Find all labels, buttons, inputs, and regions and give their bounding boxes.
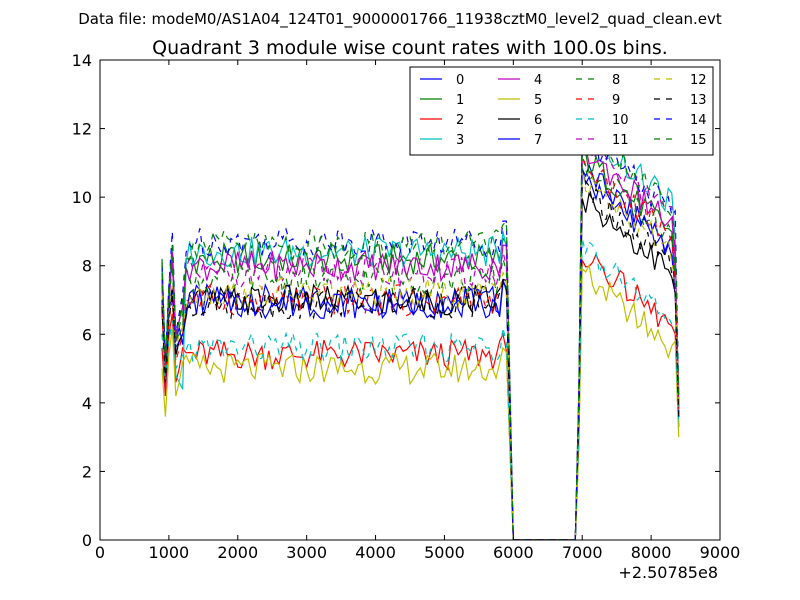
y-tick-label: 0 bbox=[82, 531, 92, 550]
legend-label-1: 1 bbox=[456, 93, 464, 108]
legend-label-5: 5 bbox=[534, 93, 542, 108]
series-line-3 bbox=[161, 123, 680, 540]
legend-label-8: 8 bbox=[612, 73, 620, 88]
series-line-4 bbox=[161, 137, 680, 540]
legend-label-10: 10 bbox=[612, 113, 629, 128]
series-line-10 bbox=[161, 238, 680, 540]
x-tick-label: 8000 bbox=[631, 543, 672, 562]
legend-label-15: 15 bbox=[690, 133, 707, 148]
legend-box bbox=[409, 66, 714, 156]
legend-label-2: 2 bbox=[456, 113, 464, 128]
y-tick-label: 4 bbox=[82, 394, 92, 413]
series-line-8 bbox=[161, 154, 680, 540]
legend-label-6: 6 bbox=[534, 113, 542, 128]
x-tick-label: 1000 bbox=[149, 543, 190, 562]
series-line-13 bbox=[161, 180, 680, 540]
legend-label-11: 11 bbox=[612, 133, 629, 148]
series-line-6 bbox=[161, 191, 680, 540]
legend-label-4: 4 bbox=[534, 73, 542, 88]
legend-label-9: 9 bbox=[612, 93, 620, 108]
series-line-5 bbox=[161, 263, 680, 540]
x-tick-label: 0 bbox=[95, 543, 105, 562]
series-line-14 bbox=[161, 130, 680, 540]
plot-frame bbox=[99, 59, 721, 541]
legend-label-14: 14 bbox=[690, 113, 707, 128]
x-offset-label: +2.50785e8 bbox=[618, 563, 718, 582]
legend-label-13: 13 bbox=[690, 93, 707, 108]
legend-label-12: 12 bbox=[690, 73, 707, 88]
chart-title: Quadrant 3 module wise count rates with … bbox=[152, 37, 668, 59]
x-tick-label: 2000 bbox=[217, 543, 258, 562]
y-tick-label: 10 bbox=[72, 188, 92, 207]
series-line-11 bbox=[161, 135, 680, 540]
x-tick-label: 5000 bbox=[424, 543, 465, 562]
figure-suptitle: Data file: modeM0/AS1A04_124T01_90000017… bbox=[78, 10, 722, 29]
y-tick-label: 6 bbox=[82, 325, 92, 344]
y-tick-label: 12 bbox=[72, 120, 92, 139]
x-tick-label: 6000 bbox=[493, 543, 534, 562]
y-tick-label: 8 bbox=[82, 257, 92, 276]
x-tick-label: 9000 bbox=[700, 543, 741, 562]
x-tick-label: 4000 bbox=[355, 543, 396, 562]
x-tick-label: 3000 bbox=[286, 543, 327, 562]
series-line-2 bbox=[161, 252, 680, 540]
legend-label-7: 7 bbox=[534, 133, 542, 148]
series-line-12 bbox=[161, 164, 680, 540]
legend-label-0: 0 bbox=[456, 73, 464, 88]
series-line-7 bbox=[161, 167, 680, 540]
legend-label-3: 3 bbox=[456, 133, 464, 148]
x-tick-label: 7000 bbox=[562, 543, 603, 562]
y-tick-label: 14 bbox=[72, 51, 92, 70]
y-tick-label: 2 bbox=[82, 462, 92, 481]
